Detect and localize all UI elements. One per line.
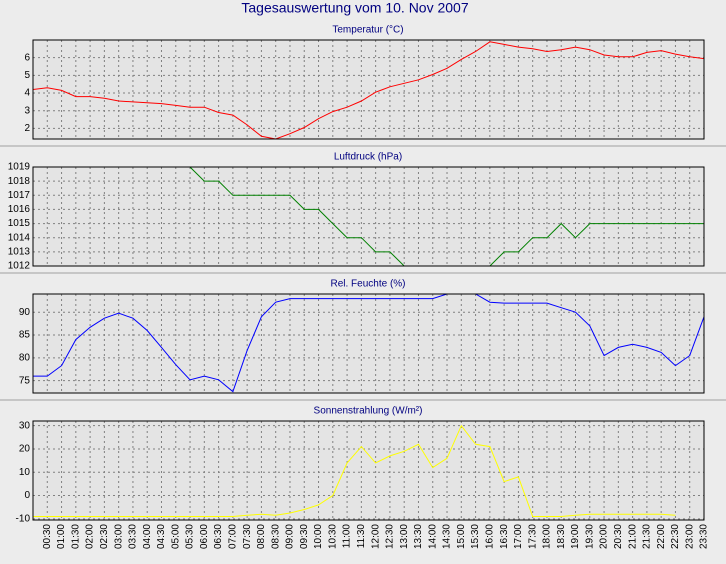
y-tick-label: 6 [24,52,30,63]
x-tick-label: 06:00 [199,524,210,549]
x-tick-label: 07:30 [242,524,253,549]
x-tick-label: 19:30 [584,524,595,549]
x-tick-label: 14:00 [427,524,438,549]
x-tick-label: 12:00 [370,524,381,549]
data-line [189,167,704,266]
y-tick-label: 90 [19,307,31,318]
page-title: Tagesauswertung vom 10. Nov 2007 [241,0,468,16]
y-tick-label: 2 [24,123,30,134]
y-tick-label: 4 [24,88,30,99]
y-tick-label: 1012 [8,261,31,272]
data-line [33,294,704,393]
x-tick-label: 10:30 [327,524,338,549]
plot-border [32,420,705,521]
y-tick-label: 1016 [8,204,31,215]
x-tick-label: 04:30 [156,524,167,549]
x-tick-label: 01:30 [70,524,81,549]
y-tick-label: 30 [19,420,31,431]
x-tick-label: 13:30 [413,524,424,549]
plot-border [32,39,705,140]
plot-area [33,421,704,520]
data-line [33,41,704,139]
x-tick-label: 08:30 [270,524,281,549]
y-tick-label: 20 [19,444,31,455]
x-tick-label: 00:30 [42,524,53,549]
x-tick-label: 15:30 [470,524,481,549]
x-tick-label: 13:00 [399,524,410,549]
x-tick-label: 05:00 [170,524,181,549]
x-tick-label: 05:30 [185,524,196,549]
data-line [33,424,676,517]
y-tick-label: 5 [24,70,30,81]
plot-border [32,166,705,267]
x-tick-label: 16:00 [484,524,495,549]
x-tick-label: 15:00 [456,524,467,549]
x-tick-label: 10:00 [313,524,324,549]
y-tick-label: 1017 [8,190,31,201]
x-tick-label: 21:30 [642,524,653,549]
x-tick-label: 02:00 [85,524,96,549]
y-tick-label: 1014 [8,232,31,243]
x-tick-label: 21:00 [627,524,638,549]
x-tick-label: 06:30 [213,524,224,549]
x-tick-label: 22:00 [656,524,667,549]
x-tick-label: 02:30 [99,524,110,549]
y-tick-label: 1013 [8,246,31,257]
x-tick-label: 03:30 [128,524,139,549]
x-tick-label: 12:30 [385,524,396,549]
y-tick-label: 85 [19,330,31,341]
x-tick-label: 09:30 [299,524,310,549]
x-tick-label: 20:00 [599,524,610,549]
x-tick-label: 18:00 [542,524,553,549]
x-tick-label: 11:00 [342,524,353,549]
panel-title: Rel. Feuchte (%) [330,279,405,290]
x-tick-label: 01:00 [56,524,67,549]
x-tick-label: 09:00 [285,524,296,549]
plot-area [33,294,704,393]
x-tick-label: 08:00 [256,524,267,549]
plot-border [32,293,705,394]
x-tick-label: 03:00 [113,524,124,549]
panel-title: Temperatur (°C) [332,25,403,36]
panel-title: Luftdruck (hPa) [334,152,402,163]
y-tick-label: 80 [19,353,31,364]
y-tick-label: -10 [16,513,31,524]
panel-title: Sonnenstrahlung (W/m²) [314,406,423,417]
y-tick-label: 1018 [8,176,31,187]
y-tick-label: 1019 [8,162,31,173]
x-tick-label: 18:30 [556,524,567,549]
plot-area [33,167,704,266]
x-tick-label: 22:30 [670,524,681,549]
x-tick-label: 23:00 [684,524,695,549]
x-tick-label: 17:00 [513,524,524,549]
plot-area [33,40,704,139]
x-tick-label: 07:00 [228,524,239,549]
y-tick-label: 75 [19,375,31,386]
y-tick-label: 10 [19,467,31,478]
x-tick-label: 20:30 [613,524,624,549]
x-tick-label: 17:30 [527,524,538,549]
x-tick-label: 04:00 [142,524,153,549]
x-tick-label: 14:30 [442,524,453,549]
x-tick-label: 19:00 [570,524,581,549]
x-tick-label: 16:30 [499,524,510,549]
y-tick-label: 0 [24,490,30,501]
x-tick-label: 23:30 [699,524,710,549]
y-tick-label: 1015 [8,218,31,229]
y-tick-label: 3 [24,105,30,116]
x-tick-label: 11:30 [356,524,367,549]
